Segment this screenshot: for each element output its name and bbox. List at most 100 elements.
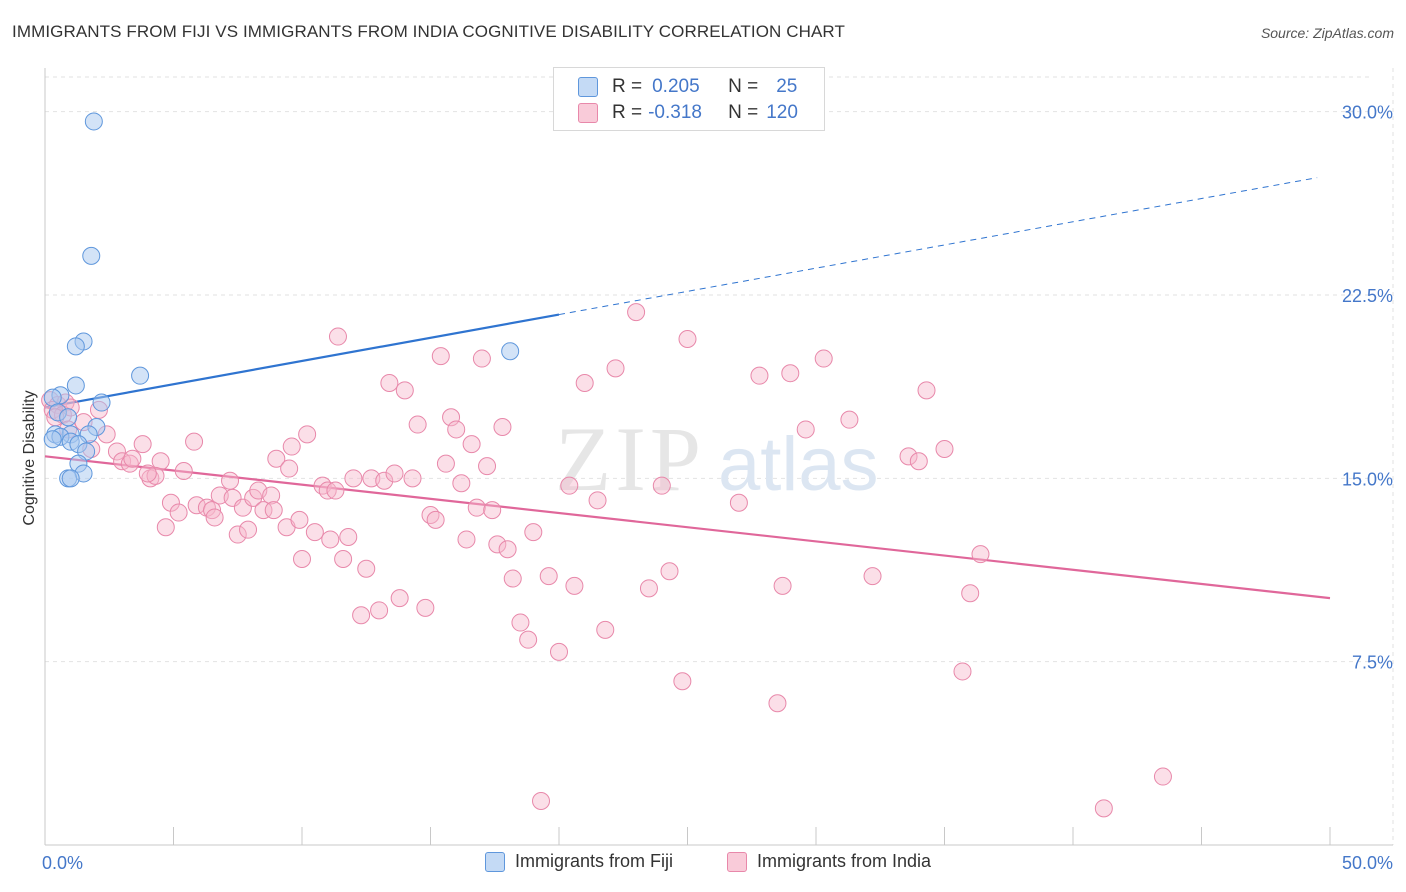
india-point-21 xyxy=(174,462,193,480)
legend-item-india[interactable]: Immigrants from India xyxy=(727,851,931,872)
india-point-75 xyxy=(452,474,471,493)
fiji-point-5 xyxy=(131,366,150,385)
india-point-119 xyxy=(1094,799,1113,818)
india-point-91 xyxy=(550,642,568,661)
y-axis-label: Cognitive Disability xyxy=(21,390,38,525)
watermark-atlas: atlas xyxy=(718,422,879,507)
india-point-68 xyxy=(416,598,435,617)
india-point-51 xyxy=(321,530,340,549)
india-point-61 xyxy=(375,471,394,490)
india-point-44 xyxy=(282,437,301,456)
fiji-point-11 xyxy=(59,408,78,427)
legend-row-india: R = -0.318 N = 120 xyxy=(578,101,798,125)
india-point-82 xyxy=(488,535,507,554)
india-point-105 xyxy=(750,366,769,385)
india-point-106 xyxy=(768,694,787,713)
fiji-r-value: 0.205 xyxy=(652,76,700,97)
india-point-56 xyxy=(344,469,363,488)
fiji-r-label: R = xyxy=(612,76,643,97)
india-point-112 xyxy=(863,567,882,586)
trend-lines xyxy=(44,177,1331,600)
y-tick-label-2: 22.5% xyxy=(1342,286,1393,306)
india-point-108 xyxy=(781,364,800,383)
india-point-33 xyxy=(228,525,247,544)
india-point-74 xyxy=(447,420,466,439)
india-point-14 xyxy=(120,454,139,473)
india-point-48 xyxy=(305,523,324,542)
india-point-65 xyxy=(395,381,414,400)
india-point-99 xyxy=(639,579,658,598)
india-point-64 xyxy=(390,589,409,608)
india-point-101 xyxy=(660,562,679,581)
india-point-43 xyxy=(280,459,299,478)
tick-labels: 7.5% 15.0% 22.5% 30.0% 0.0% 50.0% xyxy=(42,103,1393,873)
india-point-79 xyxy=(472,349,491,368)
india-point-114 xyxy=(917,381,936,400)
india-point-58 xyxy=(357,559,376,578)
fiji-point-6 xyxy=(66,376,85,395)
india-point-29 xyxy=(205,508,224,527)
india-points xyxy=(41,303,1172,818)
india-point-31 xyxy=(221,471,240,490)
india-point-63 xyxy=(385,464,404,483)
india-point-107 xyxy=(773,576,792,595)
india-point-46 xyxy=(293,550,311,568)
india-point-113 xyxy=(899,447,918,466)
india-point-24 xyxy=(169,503,188,522)
india-point-117 xyxy=(961,584,980,603)
india-point-84 xyxy=(498,540,517,559)
india-point-27 xyxy=(197,498,216,517)
india-point-92 xyxy=(560,476,579,495)
fiji-point-9 xyxy=(92,393,111,412)
y-tick-label-3: 30.0% xyxy=(1342,103,1393,123)
india-legend-swatch xyxy=(727,851,747,872)
india-legend-label: Immigrants from India xyxy=(757,851,932,871)
chart-title: IMMIGRANTS FROM FIJI VS IMMIGRANTS FROM … xyxy=(12,22,845,41)
india-point-38 xyxy=(254,501,273,520)
india-point-53 xyxy=(328,327,347,346)
india-point-18 xyxy=(141,469,160,488)
india-point-25 xyxy=(156,518,175,537)
india-point-90 xyxy=(539,567,558,586)
india-point-15 xyxy=(123,449,142,468)
india-point-12 xyxy=(107,442,126,461)
stats-legend: R = 0.205 N = 25 R = -0.318 N = 120 xyxy=(553,67,825,131)
india-n-value: 120 xyxy=(766,102,798,123)
india-point-23 xyxy=(161,493,180,512)
india-point-115 xyxy=(935,440,954,458)
fiji-points xyxy=(43,112,520,488)
india-point-69 xyxy=(421,506,440,524)
india-point-50 xyxy=(318,481,337,500)
india-point-103 xyxy=(678,330,697,348)
india-point-41 xyxy=(267,449,286,468)
india-point-80 xyxy=(478,457,497,476)
fiji-swatch xyxy=(578,77,598,97)
india-point-102 xyxy=(673,672,692,691)
series-legend: Immigrants from Fiji Immigrants from Ind… xyxy=(0,851,1406,879)
india-trend-line xyxy=(44,455,1331,600)
india-point-87 xyxy=(519,630,538,649)
india-point-40 xyxy=(264,501,283,520)
fiji-trend-extension xyxy=(558,177,1318,316)
fiji-trend-line xyxy=(44,313,560,409)
india-point-104 xyxy=(729,493,748,512)
source-label: Source: ZipAtlas.com xyxy=(1260,25,1394,41)
india-point-35 xyxy=(239,520,258,539)
india-point-55 xyxy=(339,528,358,546)
india-point-86 xyxy=(511,613,530,632)
india-point-118 xyxy=(971,545,990,564)
india-point-67 xyxy=(408,415,427,434)
india-point-97 xyxy=(606,359,625,378)
india-point-121 xyxy=(909,452,928,471)
india-point-94 xyxy=(575,374,594,392)
india-point-109 xyxy=(796,420,815,439)
india-point-81 xyxy=(483,501,502,520)
watermark-zip: ZIP xyxy=(555,408,705,510)
india-point-83 xyxy=(493,418,512,436)
legend-item-fiji[interactable]: Immigrants from Fiji xyxy=(485,851,673,872)
india-point-62 xyxy=(380,374,399,392)
x-tick-label-0: 0.0% xyxy=(42,853,83,873)
fiji-point-3 xyxy=(66,337,85,356)
india-point-120 xyxy=(1153,767,1172,786)
